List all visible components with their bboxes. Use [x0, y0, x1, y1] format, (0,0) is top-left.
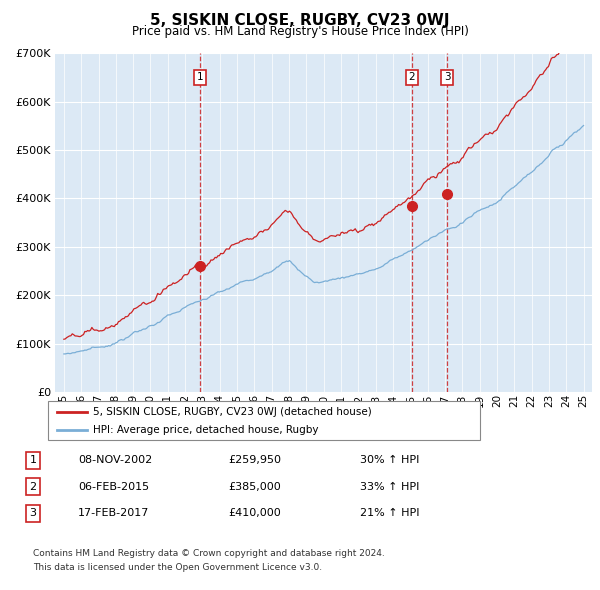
- Text: 06-FEB-2015: 06-FEB-2015: [78, 482, 149, 491]
- Text: Price paid vs. HM Land Registry's House Price Index (HPI): Price paid vs. HM Land Registry's House …: [131, 25, 469, 38]
- Text: Contains HM Land Registry data © Crown copyright and database right 2024.: Contains HM Land Registry data © Crown c…: [33, 549, 385, 558]
- Text: HPI: Average price, detached house, Rugby: HPI: Average price, detached house, Rugb…: [93, 425, 319, 435]
- Text: 33% ↑ HPI: 33% ↑ HPI: [360, 482, 419, 491]
- Text: 1: 1: [29, 455, 37, 465]
- Text: £259,950: £259,950: [228, 455, 281, 465]
- Text: £410,000: £410,000: [228, 509, 281, 518]
- Text: 2: 2: [29, 482, 37, 491]
- Text: £385,000: £385,000: [228, 482, 281, 491]
- Text: 1: 1: [197, 73, 203, 83]
- Text: 3: 3: [444, 73, 451, 83]
- Text: 30% ↑ HPI: 30% ↑ HPI: [360, 455, 419, 465]
- Text: 3: 3: [29, 509, 37, 518]
- Text: 08-NOV-2002: 08-NOV-2002: [78, 455, 152, 465]
- Text: 17-FEB-2017: 17-FEB-2017: [78, 509, 149, 518]
- Text: This data is licensed under the Open Government Licence v3.0.: This data is licensed under the Open Gov…: [33, 563, 322, 572]
- Text: 5, SISKIN CLOSE, RUGBY, CV23 0WJ: 5, SISKIN CLOSE, RUGBY, CV23 0WJ: [150, 13, 450, 28]
- Text: 21% ↑ HPI: 21% ↑ HPI: [360, 509, 419, 518]
- Text: 5, SISKIN CLOSE, RUGBY, CV23 0WJ (detached house): 5, SISKIN CLOSE, RUGBY, CV23 0WJ (detach…: [93, 407, 372, 417]
- Text: 2: 2: [409, 73, 415, 83]
